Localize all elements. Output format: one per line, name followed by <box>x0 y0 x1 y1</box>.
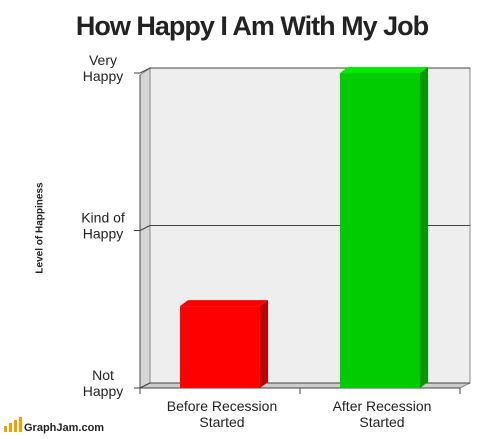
bar-side <box>420 67 428 388</box>
grid-line <box>139 67 151 74</box>
x-tick-label: After Recession Started <box>333 398 432 430</box>
logo <box>9 423 12 432</box>
y-tick-label: Kind of Happy <box>81 209 125 241</box>
grid-line <box>139 382 151 389</box>
logo <box>19 417 22 432</box>
grid-line <box>139 225 151 231</box>
bar-group <box>180 300 268 388</box>
bar-top <box>180 300 268 307</box>
bar <box>180 306 260 388</box>
bar-top <box>340 67 428 73</box>
logo <box>14 420 17 432</box>
bar-side <box>260 300 268 388</box>
y-tick-label: Very Happy <box>83 52 123 84</box>
watermark: GraphJam.com <box>4 417 104 434</box>
y-tick-label: Not Happy <box>83 367 123 399</box>
chart-title: How Happy I Am With My Job <box>76 11 429 41</box>
y-axis-label: Level of Happiness <box>35 182 46 274</box>
logo <box>4 426 7 432</box>
x-tick-label: Before Recession Started <box>167 398 278 430</box>
bar <box>340 73 420 388</box>
bar-group <box>340 67 428 388</box>
watermark-text: GraphJam.com <box>24 422 104 434</box>
